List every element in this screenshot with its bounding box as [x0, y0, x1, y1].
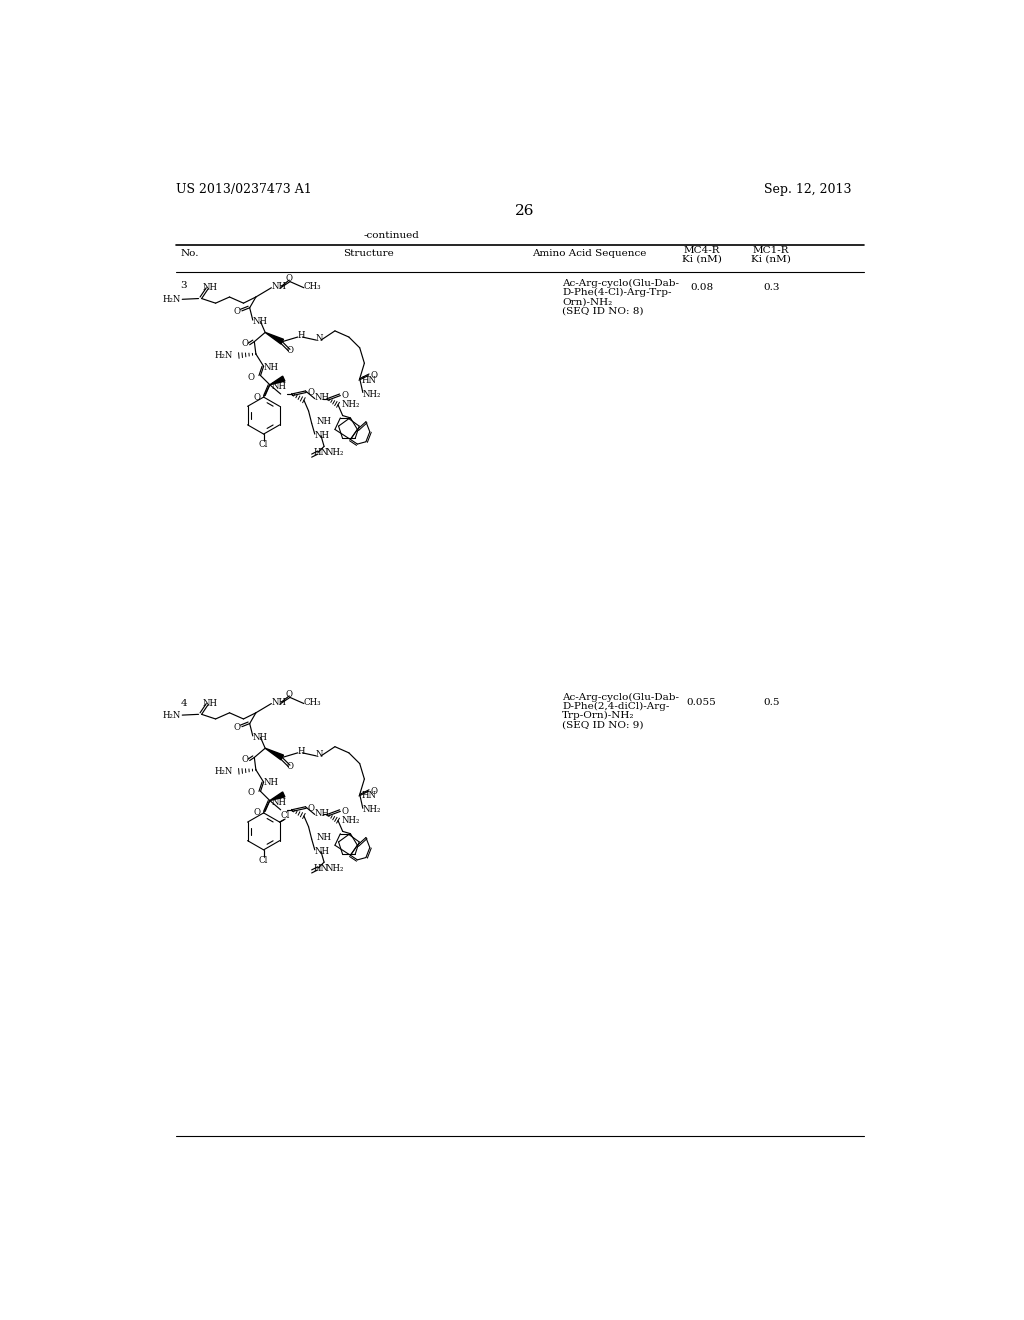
Text: Cl: Cl	[281, 812, 290, 821]
Text: Trp-Orn)-NH₂: Trp-Orn)-NH₂	[562, 711, 635, 721]
Text: CH₃: CH₃	[304, 282, 322, 292]
Text: NH: NH	[314, 847, 330, 855]
Text: H: H	[298, 747, 305, 756]
Text: 0.5: 0.5	[763, 697, 779, 706]
Text: NH₂: NH₂	[326, 863, 344, 873]
Text: O: O	[341, 807, 348, 816]
Text: NH₂: NH₂	[362, 389, 381, 399]
Text: NH: NH	[314, 393, 330, 403]
Text: NH: NH	[316, 417, 332, 426]
Text: NH: NH	[203, 284, 217, 292]
Text: O: O	[248, 788, 254, 797]
Text: MC4-R: MC4-R	[683, 246, 720, 255]
Text: (SEQ ID NO: 9): (SEQ ID NO: 9)	[562, 721, 643, 730]
Text: HN: HN	[313, 447, 329, 457]
Text: NH: NH	[253, 317, 267, 326]
Text: No.: No.	[180, 249, 200, 259]
Text: O: O	[286, 275, 293, 282]
Text: US 2013/0237473 A1: US 2013/0237473 A1	[176, 182, 311, 195]
Text: O: O	[371, 787, 378, 796]
Text: 0.08: 0.08	[690, 284, 713, 292]
Text: O: O	[241, 339, 248, 347]
Text: 0.055: 0.055	[687, 697, 717, 706]
Polygon shape	[270, 792, 285, 800]
Text: NH₂: NH₂	[362, 805, 381, 814]
Text: O: O	[341, 391, 348, 400]
Text: Ki (nM): Ki (nM)	[682, 255, 722, 264]
Polygon shape	[265, 333, 284, 345]
Text: NH: NH	[263, 363, 279, 371]
Text: H: H	[298, 331, 305, 341]
Text: Amino Acid Sequence: Amino Acid Sequence	[531, 249, 646, 259]
Text: 26: 26	[515, 203, 535, 218]
Text: (SEQ ID NO: 8): (SEQ ID NO: 8)	[562, 306, 643, 315]
Text: HN: HN	[361, 792, 376, 800]
Text: NH₂: NH₂	[326, 447, 344, 457]
Text: N: N	[315, 334, 323, 343]
Text: O: O	[286, 690, 293, 698]
Text: O: O	[254, 392, 260, 401]
Text: O: O	[287, 762, 294, 771]
Text: Ac-Arg-cyclo(Glu-Dab-: Ac-Arg-cyclo(Glu-Dab-	[562, 693, 679, 702]
Text: NH: NH	[271, 381, 287, 391]
Text: O: O	[254, 808, 260, 817]
Text: D-Phe(4-Cl)-Arg-Trp-: D-Phe(4-Cl)-Arg-Trp-	[562, 288, 672, 297]
Text: Ac-Arg-cyclo(Glu-Dab-: Ac-Arg-cyclo(Glu-Dab-	[562, 279, 679, 288]
Text: HN: HN	[313, 863, 329, 873]
Text: NH: NH	[253, 733, 267, 742]
Text: NH: NH	[314, 432, 330, 440]
Text: H₂N: H₂N	[163, 710, 180, 719]
Text: Orn)-NH₂: Orn)-NH₂	[562, 297, 612, 306]
Text: O: O	[307, 388, 314, 397]
Text: O: O	[371, 371, 378, 380]
Text: NH: NH	[271, 698, 287, 708]
Text: Cl: Cl	[259, 441, 268, 449]
Text: NH: NH	[271, 282, 287, 292]
Text: D-Phe(2,4-diCl)-Arg-: D-Phe(2,4-diCl)-Arg-	[562, 702, 670, 711]
Text: O: O	[241, 755, 248, 763]
Text: HN: HN	[361, 376, 376, 384]
Text: O: O	[233, 308, 241, 315]
Text: O: O	[248, 372, 254, 381]
Text: MC1-R: MC1-R	[753, 246, 790, 255]
Text: 4: 4	[180, 700, 187, 708]
Polygon shape	[265, 748, 284, 760]
Text: Sep. 12, 2013: Sep. 12, 2013	[764, 182, 851, 195]
Text: H₂N: H₂N	[214, 351, 232, 360]
Text: NH₂: NH₂	[341, 816, 359, 825]
Text: NH: NH	[203, 700, 217, 708]
Polygon shape	[270, 376, 285, 385]
Text: 3: 3	[180, 281, 187, 290]
Text: Structure: Structure	[343, 249, 393, 259]
Text: NH: NH	[316, 833, 332, 842]
Text: H₂N: H₂N	[214, 767, 232, 776]
Text: CH₃: CH₃	[304, 698, 322, 708]
Text: -continued: -continued	[364, 231, 420, 240]
Text: O: O	[233, 723, 241, 731]
Text: N: N	[315, 750, 323, 759]
Text: O: O	[287, 346, 294, 355]
Text: NH: NH	[314, 809, 330, 818]
Text: H₂N: H₂N	[163, 294, 180, 304]
Text: 0.3: 0.3	[763, 284, 779, 292]
Text: NH: NH	[263, 779, 279, 787]
Text: O: O	[307, 804, 314, 813]
Text: Cl: Cl	[259, 857, 268, 865]
Text: NH₂: NH₂	[341, 400, 359, 409]
Text: Ki (nM): Ki (nM)	[752, 255, 792, 264]
Text: NH: NH	[271, 797, 287, 807]
